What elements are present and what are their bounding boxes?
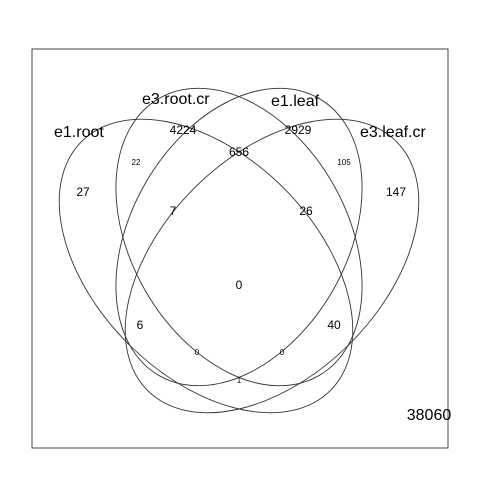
set-label-e1-root: e1.root xyxy=(54,124,104,141)
count-e1-root-e1-leaf: 1 xyxy=(237,376,242,385)
count-e3-root-cr-e1-leaf: 656 xyxy=(229,145,249,159)
count-e1-root-e3-root-cr-e3-leaf-cr: 6 xyxy=(137,318,144,332)
count-e1-root-e1-leaf-e3-leaf-cr: 40 xyxy=(327,318,341,332)
e3-leaf-cr-ellipse xyxy=(124,118,420,414)
count-e1-leaf-e3-leaf-cr: 105 xyxy=(337,158,351,167)
count-all-four: 0 xyxy=(236,278,243,292)
count-e3-root-cr-e1-leaf-e3-leaf-cr: 26 xyxy=(299,204,313,218)
count-outside: 38060 xyxy=(407,407,452,424)
set-label-e3-leaf-cr: e3.leaf.cr xyxy=(360,124,426,141)
count-e1-root-e3-root-cr-e1-leaf: 7 xyxy=(170,204,177,218)
universe-frame xyxy=(31,48,449,449)
e1-leaf-ellipse xyxy=(115,87,363,387)
count-only-e3-root-cr: 4224 xyxy=(170,123,197,137)
count-e1-root-e3-root-cr: 22 xyxy=(132,158,141,167)
count-only-e1-leaf: 2929 xyxy=(285,123,312,137)
e1-root-ellipse xyxy=(58,118,354,414)
count-only-e1-root: 27 xyxy=(76,185,90,199)
count-e1-root-e3-leaf-cr: 0 xyxy=(195,348,200,357)
set-label-e3-root-cr: e3.root.cr xyxy=(142,91,210,108)
e3-root-cr-ellipse xyxy=(115,87,363,387)
count-e3-root-cr-e3-leaf-cr: 0 xyxy=(280,348,285,357)
set-label-e1-leaf: e1.leaf xyxy=(271,93,320,110)
count-only-e3-leaf-cr: 147 xyxy=(386,185,406,199)
